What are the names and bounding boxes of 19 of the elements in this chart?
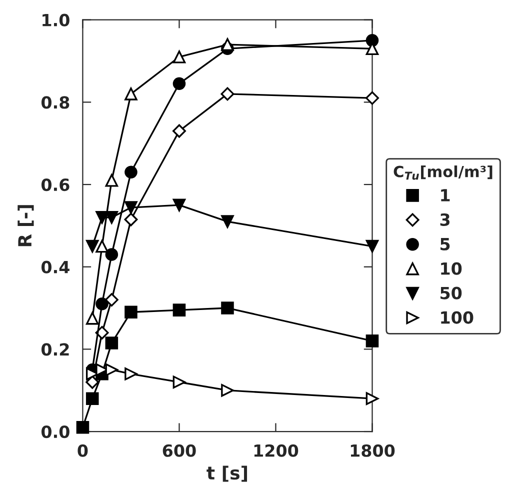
legend-label: 3 bbox=[440, 213, 450, 226]
y-tick-label: 0.4 bbox=[41, 260, 70, 274]
legend-label: 1 bbox=[441, 189, 450, 202]
legend-label: 10 bbox=[441, 262, 462, 275]
legend-label: 50 bbox=[440, 286, 462, 300]
y-tick-label: 0.0 bbox=[41, 425, 70, 438]
legend-title: C$_{Tu}$[mol/m³] bbox=[394, 165, 492, 180]
legend-label: 100 bbox=[441, 311, 474, 324]
y-tick-label: 1.0 bbox=[42, 14, 70, 26]
x-tick-label: 600 bbox=[162, 444, 196, 457]
legend-label: 5 bbox=[440, 238, 450, 250]
y-tick-label: 0.2 bbox=[41, 343, 69, 356]
x-axis-title: t [s] bbox=[206, 466, 248, 482]
x-tick-label: 1800 bbox=[350, 444, 395, 457]
x-tick-label: 1200 bbox=[254, 444, 298, 457]
y-tick-label: 0.8 bbox=[41, 96, 70, 109]
y-tick-label: 0.6 bbox=[41, 178, 70, 192]
y-axis-title: R [-] bbox=[18, 205, 34, 246]
x-tick-label: 0 bbox=[78, 444, 88, 457]
